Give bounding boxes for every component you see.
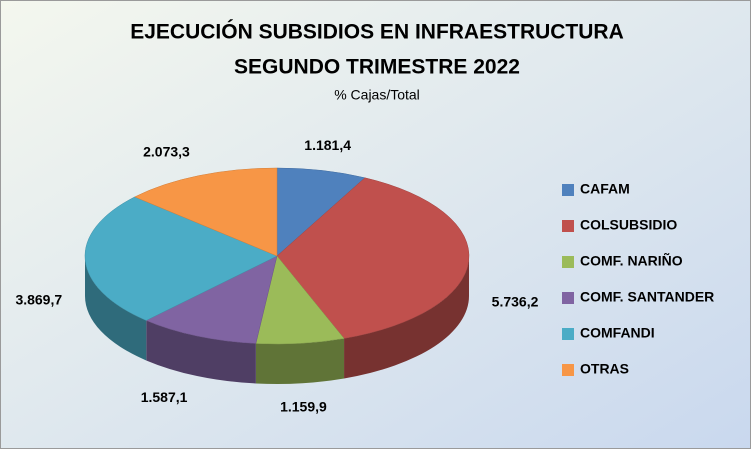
legend-swatch [562, 364, 574, 376]
slice-side [85, 256, 147, 361]
chart-title: SEGUNDO TRIMESTRE 2022 [234, 56, 520, 79]
slice [134, 167, 278, 257]
legend-swatch [562, 328, 574, 340]
chart-subtitle: % Cajas/Total [334, 87, 420, 103]
data-label: 5.736,2 [492, 293, 539, 309]
data-label: 1.181,4 [304, 137, 351, 153]
legend-swatch [562, 256, 574, 268]
chart-title: EJECUCIÓN SUBSIDIOS EN INFRAESTRUCTURA [130, 20, 624, 44]
data-label: 1.587,1 [141, 389, 188, 405]
legend-swatch [562, 292, 574, 304]
data-label: 1.159,9 [280, 398, 327, 414]
legend-label: COLSUBSIDIO [580, 217, 677, 233]
legend-label: OTRAS [580, 361, 629, 377]
slice [145, 255, 278, 344]
legend-label: COMF. SANTANDER [580, 289, 714, 305]
legend-label: CAFAM [580, 181, 630, 197]
data-label: 3.869,7 [15, 292, 62, 308]
legend-label: COMF. NARIÑO [580, 252, 683, 269]
slice [84, 196, 278, 321]
slice-side [146, 320, 256, 384]
data-label: 2.073,3 [143, 144, 190, 160]
slice-side [255, 338, 345, 385]
legend-label: COMFANDI [580, 325, 655, 341]
legend-swatch [562, 184, 574, 196]
slice-side [344, 256, 469, 379]
legend-swatch [562, 220, 574, 232]
slice [276, 177, 470, 339]
